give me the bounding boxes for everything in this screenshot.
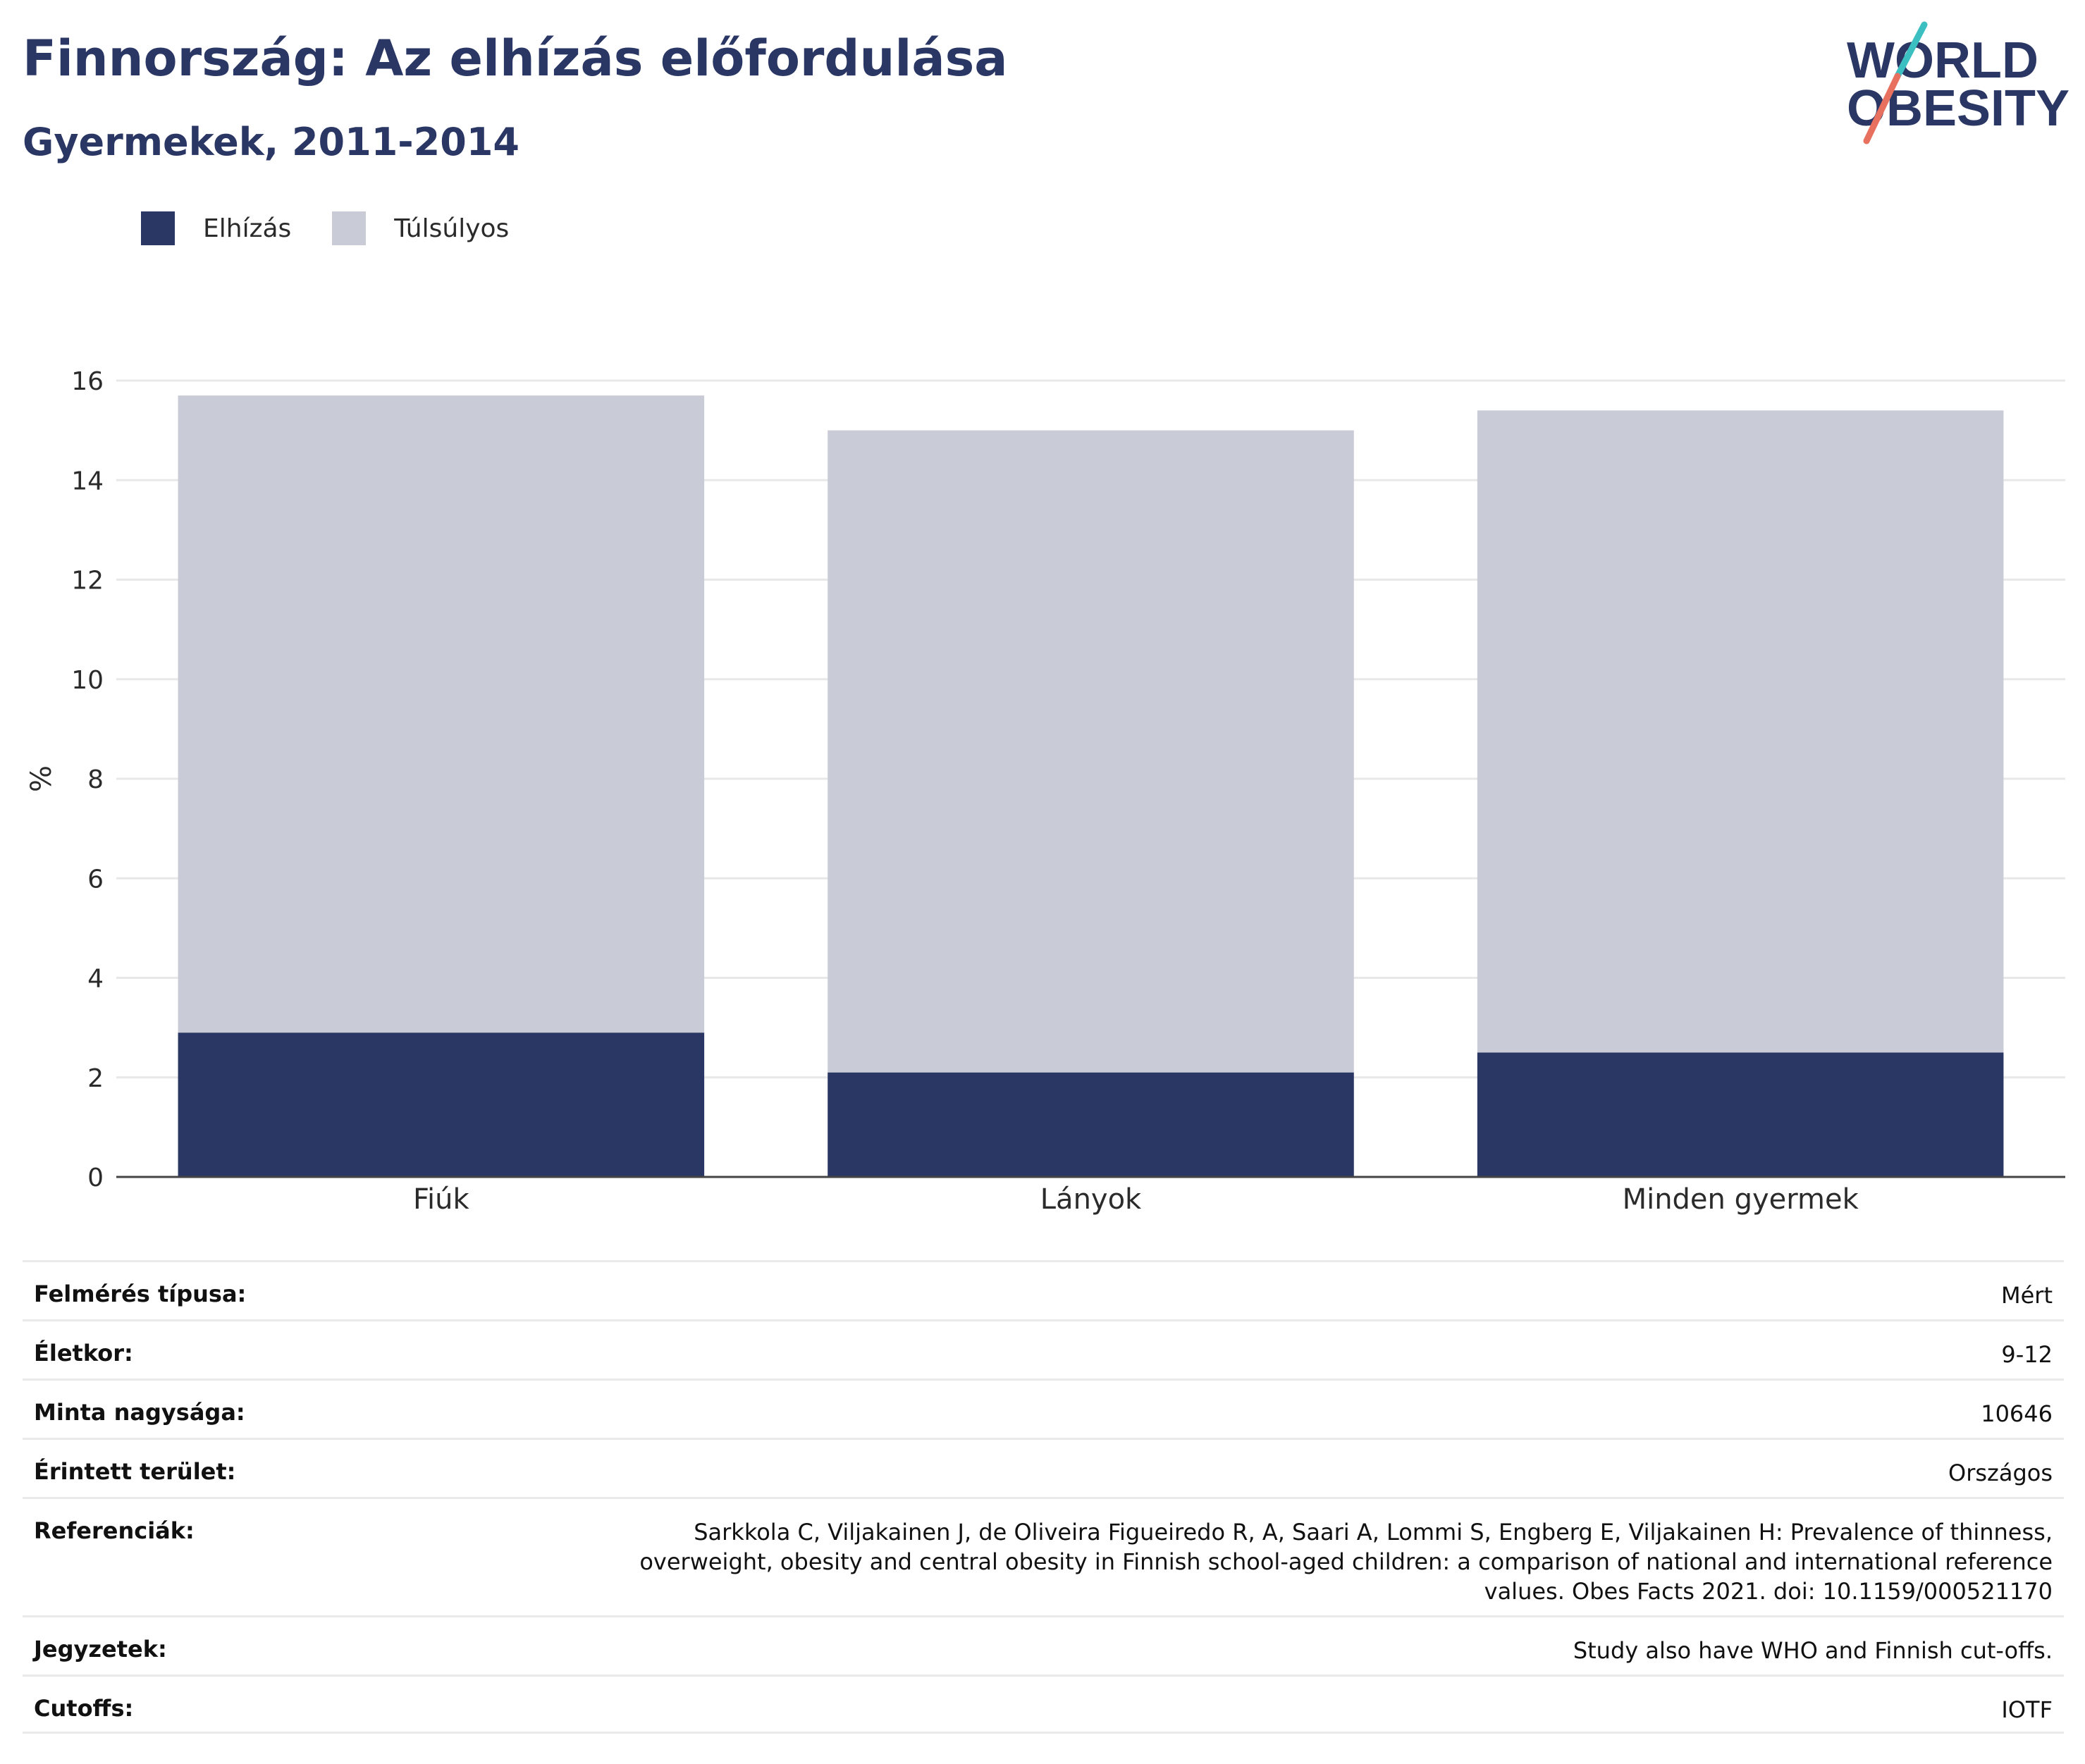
bar-obesity-1	[828, 1072, 1354, 1177]
page-title: Finnország: Az elhízás előfordulása	[23, 30, 1008, 87]
x-tick-label: Minden gyermek	[1623, 1183, 1859, 1216]
logo-text-world: WORLD	[1847, 32, 2038, 89]
page-subtitle: Gyermekek, 2011-2014	[23, 120, 519, 164]
bar-overweight-1	[828, 430, 1354, 1073]
info-row-value: Sarkkola C, Viljakainen J, de Oliveira F…	[639, 1519, 2053, 1605]
info-row-value: 10646	[1981, 1400, 2053, 1427]
info-row-label: Életkor:	[34, 1340, 133, 1367]
world-obesity-logo: WORLD OBESITY	[1847, 21, 2069, 144]
info-row-label: Érintett terület:	[34, 1458, 236, 1485]
legend-item-overweight[interactable]: Túlsúlyos	[332, 211, 509, 245]
y-tick-label: 0	[87, 1164, 104, 1192]
info-row-label: Jegyzetek:	[34, 1636, 167, 1663]
logo-slash-teal	[1894, 21, 1928, 80]
y-tick-label: 4	[87, 965, 104, 994]
y-tick-label: 10	[71, 666, 104, 695]
info-row: Minta nagysága: 10646	[23, 1378, 2064, 1438]
y-tick-label: 2	[87, 1064, 104, 1093]
info-row-value: Országos	[1948, 1460, 2053, 1486]
info-row: Referenciák: Sarkkola C, Viljakainen J, d…	[23, 1497, 2064, 1615]
y-tick-label: 6	[87, 865, 104, 894]
info-row: Érintett terület: Országos	[23, 1438, 2064, 1497]
y-tick-label: 16	[71, 367, 104, 396]
info-row: Jegyzetek: Study also have WHO and Finnis…	[23, 1615, 2064, 1674]
legend-swatch-obesity	[141, 211, 175, 245]
y-axis-label: %	[25, 765, 58, 792]
legend-label-obesity: Elhízás	[203, 214, 292, 243]
x-tick-label: Fiúk	[413, 1183, 470, 1216]
bar-overweight-0	[178, 395, 705, 1033]
info-row-value: IOTF	[2001, 1696, 2053, 1723]
stacked-bar-chart: 0 2 4 6 8 10 12 14 16% Fiúk Lányok Minden gyermek	[25, 367, 2065, 1216]
y-tick-label: 12	[71, 567, 104, 596]
info-row-value: Study also have WHO and Finnish cut-offs…	[1573, 1637, 2053, 1664]
info-row-label: Minta nagysága:	[34, 1399, 245, 1426]
info-row-label: Cutoffs:	[34, 1695, 134, 1722]
bar-obesity-2	[1477, 1052, 2004, 1177]
bar-obesity-0	[178, 1032, 705, 1177]
info-row-label: Felmérés típusa:	[34, 1281, 247, 1307]
legend-label-overweight: Túlsúlyos	[394, 214, 510, 243]
info-row: Cutoffs: IOTF	[23, 1674, 2064, 1734]
logo-slash-coral	[1863, 73, 1901, 144]
bar-overweight-2	[1477, 410, 2004, 1053]
info-row-value: 9-12	[2001, 1341, 2053, 1368]
info-row: Felmérés típusa: Mért	[23, 1260, 2064, 1319]
survey-info-table: Felmérés típusa: Mért Életkor: 9-12 Minta na…	[23, 1260, 2064, 1734]
legend-item-obesity[interactable]: Elhízás	[141, 211, 291, 245]
info-row: Életkor: 9-12	[23, 1319, 2064, 1378]
legend-swatch-overweight	[332, 211, 367, 245]
chart-legend: Elhízás Túlsúlyos	[141, 209, 550, 248]
y-tick-label: 14	[71, 467, 104, 495]
info-row-label: Referenciák:	[34, 1517, 195, 1544]
info-row-value: Mért	[2001, 1282, 2053, 1309]
x-tick-label: Lányok	[1040, 1183, 1142, 1216]
y-tick-label: 8	[87, 765, 104, 794]
